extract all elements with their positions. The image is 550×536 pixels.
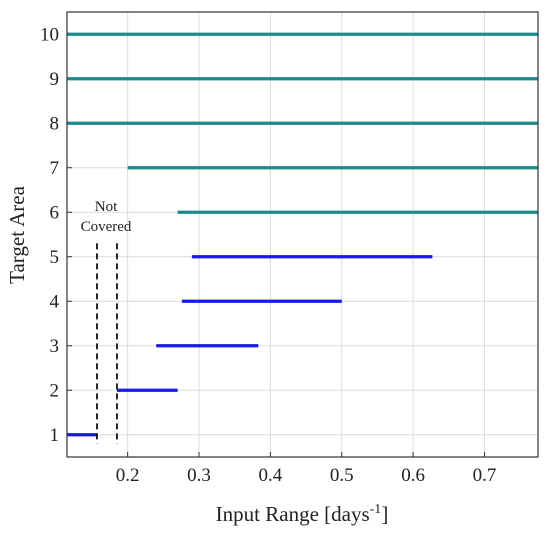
not-covered-label-line2: Covered — [81, 219, 132, 235]
y-tick-label: 4 — [50, 291, 60, 312]
segments-layer — [67, 32, 538, 437]
y-tick-label: 7 — [50, 158, 60, 179]
y-tick-label: 3 — [50, 336, 60, 357]
y-tick-label: 9 — [50, 69, 60, 90]
y-tick-label: 8 — [50, 113, 60, 134]
x-tick-label: 0.7 — [473, 465, 497, 486]
y-axis-title: Target Area — [5, 185, 29, 284]
y-tick-label: 6 — [50, 202, 60, 223]
not-covered-annotation: Not Covered — [81, 199, 132, 444]
x-axis-title-superscript: -1 — [370, 502, 382, 517]
y-tick-label: 1 — [50, 425, 60, 446]
plot-frame — [66, 11, 539, 458]
y-tick-label: 2 — [50, 380, 60, 401]
ticks-layer: 0.2 0.3 0.4 0.5 0.6 0.7 1 2 3 4 5 6 7 8 9 10 — [40, 24, 496, 486]
x-tick-label: 0.4 — [259, 465, 283, 486]
not-covered-label-line1: Not — [95, 199, 118, 215]
x-axis-title-end: ] — [381, 502, 388, 526]
x-axis-title-main: Input Range [days — [216, 502, 370, 526]
x-tick-label: 0.5 — [330, 465, 354, 486]
x-tick-label: 0.6 — [401, 465, 425, 486]
y-tick-label: 10 — [40, 24, 59, 45]
x-axis-title: Input Range [days-1] — [216, 502, 389, 526]
x-tick-label: 0.2 — [116, 465, 140, 486]
x-tick-label: 0.3 — [187, 465, 211, 486]
y-tick-label: 5 — [50, 247, 60, 268]
